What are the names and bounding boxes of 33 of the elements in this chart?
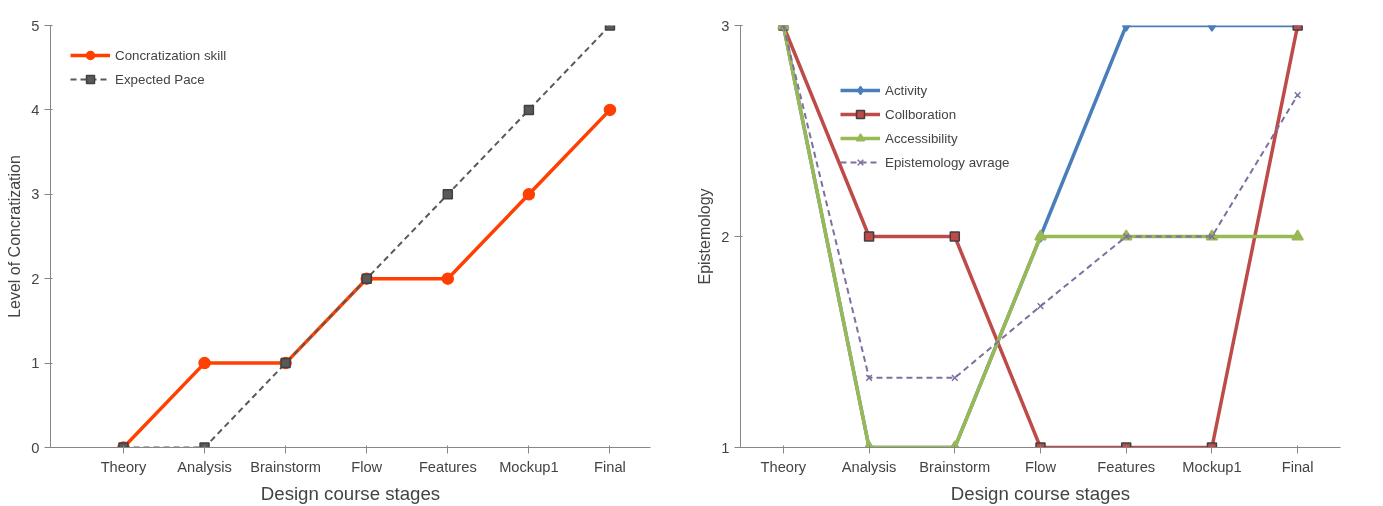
legend-label: Expected Pace <box>115 71 205 87</box>
x-tick-label: Flow <box>1025 458 1057 475</box>
y-tick-label: 3 <box>31 186 40 203</box>
x-tick-label: Analysis <box>177 458 232 475</box>
y-axis-title: Epistemology <box>696 188 714 285</box>
legend-label: Accessibility <box>885 130 958 146</box>
x-axis-title: Design course stages <box>260 482 441 504</box>
x-axis-title: Design course stages <box>950 482 1131 504</box>
x-tick-label: Analysis <box>841 458 897 475</box>
y-tick-label: 0 <box>31 439 40 456</box>
y-tick-label: 5 <box>31 17 40 34</box>
legend-label: Activity <box>885 82 928 98</box>
x-tick-label: Features <box>418 458 477 475</box>
y-tick-label: 4 <box>31 101 40 118</box>
y-tick-label: 2 <box>31 270 40 287</box>
y-tick-label: 3 <box>721 17 730 34</box>
x-tick-label: Flow <box>351 458 383 475</box>
y-tick-label: 1 <box>721 439 730 456</box>
x-tick-label: Final <box>594 458 626 475</box>
y-tick-label: 2 <box>721 228 730 245</box>
x-tick-label: Features <box>1097 458 1156 475</box>
y-tick-label: 1 <box>31 355 40 372</box>
legend-label: Collboration <box>885 106 957 122</box>
x-tick-label: Brainstorm <box>250 458 322 475</box>
x-tick-label: Final <box>1281 458 1314 475</box>
x-tick-label: Theory <box>100 458 147 475</box>
legend-label: Concratization skill <box>115 47 227 63</box>
x-tick-label: Mockup1 <box>1182 458 1242 475</box>
x-tick-label: Theory <box>760 458 807 475</box>
legend-label: Epistemology avrage <box>885 154 1010 170</box>
x-tick-label: Mockup1 <box>499 458 559 475</box>
x-tick-label: Brainstorm <box>919 458 991 475</box>
y-axis-title: Level of Concratization <box>6 155 24 318</box>
